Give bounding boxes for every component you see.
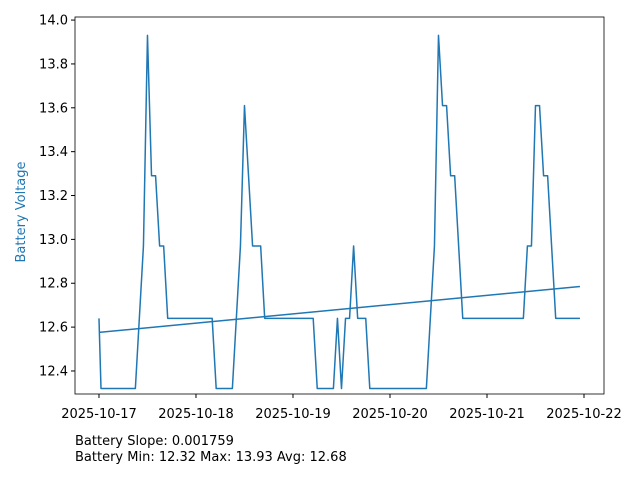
- y-tick-label: 13.0: [39, 233, 68, 248]
- annotation: Battery Min: 12.32 Max: 13.93 Avg: 12.68: [75, 450, 347, 465]
- y-tick-label: 13.4: [39, 145, 68, 160]
- y-tick-label: 13.2: [39, 189, 68, 204]
- x-tick-label: 2025-10-20: [352, 407, 428, 422]
- data-line: [98, 34, 580, 390]
- y-tick-label: 13.8: [39, 57, 68, 72]
- y-tick-label: 13.6: [39, 101, 68, 116]
- x-tick-label: 2025-10-17: [61, 407, 137, 422]
- y-tick-label: 14.0: [39, 14, 68, 29]
- annotation: Battery Slope: 0.001759: [75, 434, 234, 449]
- x-tick-label: 2025-10-18: [158, 407, 234, 422]
- y-tick-label: 12.6: [39, 321, 68, 336]
- x-tick-label: 2025-10-21: [449, 407, 525, 422]
- y-tick-label: 12.4: [39, 364, 68, 379]
- plot-frame: [74, 16, 605, 395]
- x-tick-label: 2025-10-22: [546, 407, 622, 422]
- y-tick-label: 12.8: [39, 277, 68, 292]
- data-line: [98, 285, 581, 334]
- x-tick-label: 2025-10-19: [255, 407, 331, 422]
- y-axis-label: Battery Voltage: [14, 161, 29, 262]
